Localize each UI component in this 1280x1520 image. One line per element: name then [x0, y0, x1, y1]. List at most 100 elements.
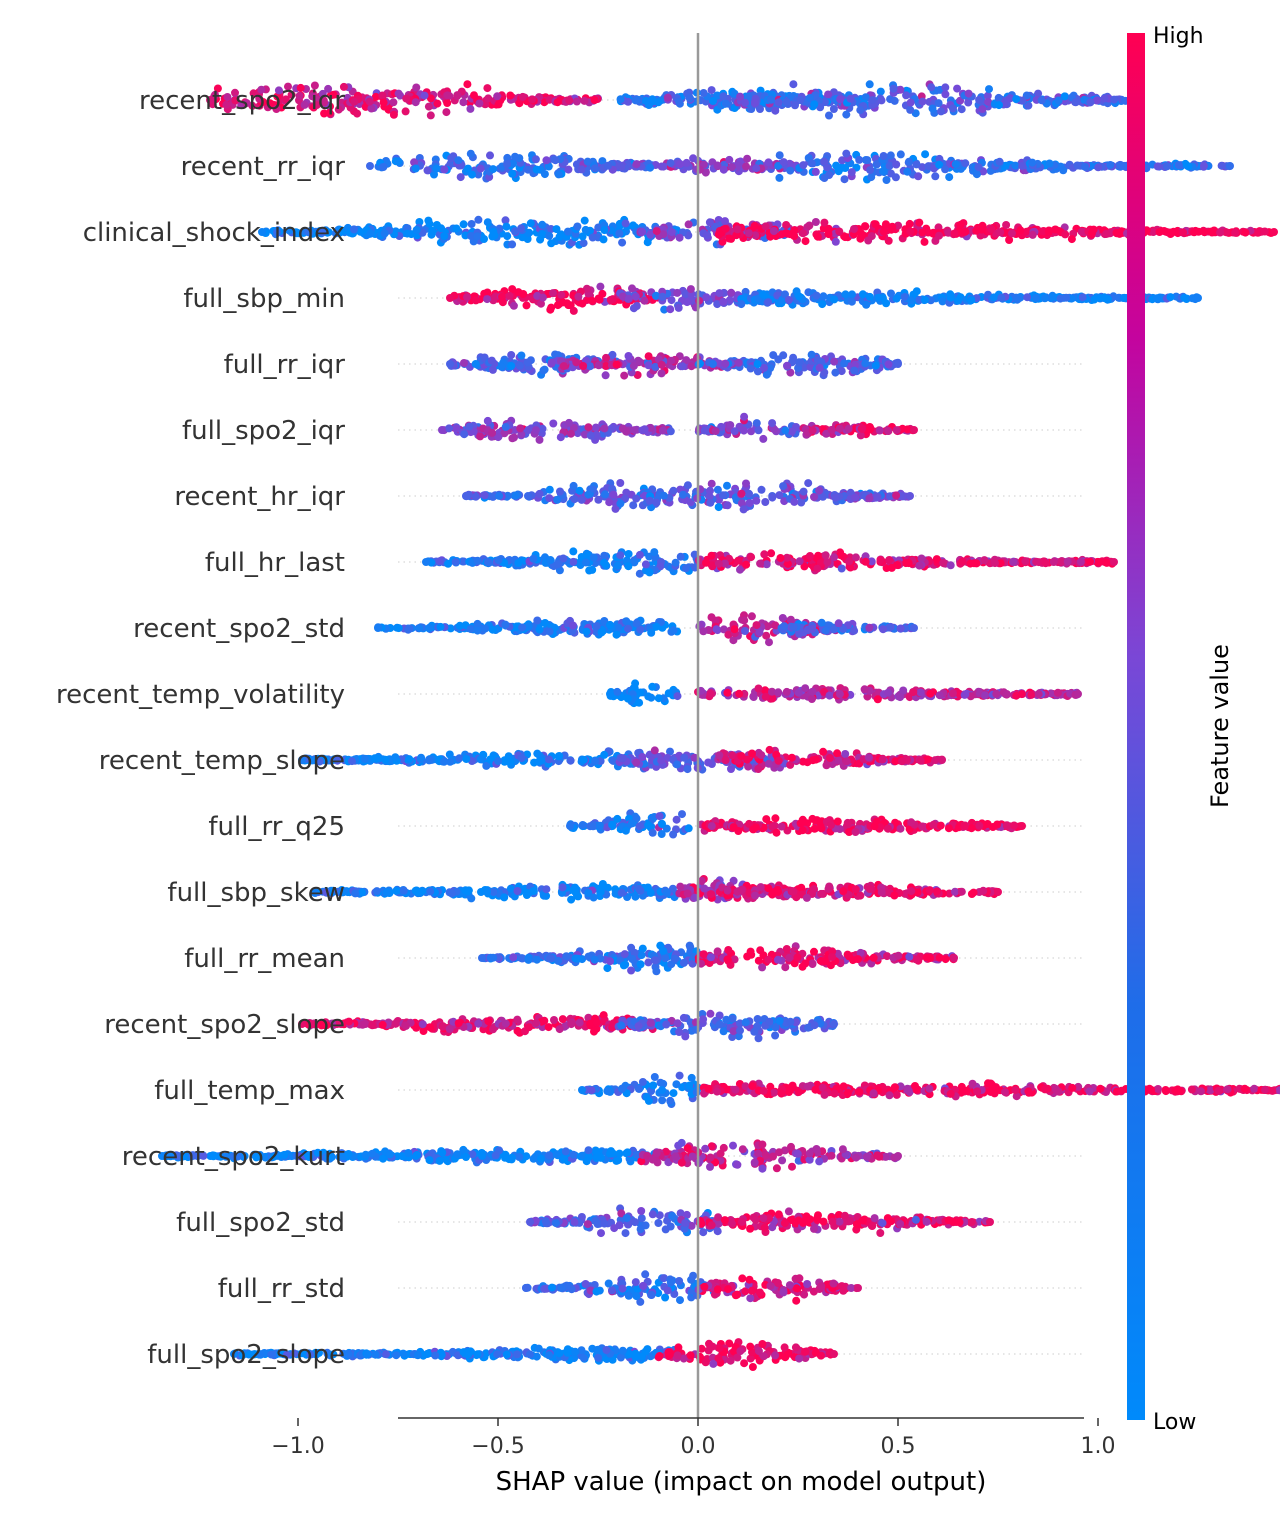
data-point	[503, 160, 511, 169]
data-point	[594, 361, 603, 370]
data-point	[558, 298, 567, 307]
data-point	[829, 105, 838, 113]
data-point	[606, 620, 614, 629]
data-point	[519, 290, 528, 298]
data-point	[274, 86, 283, 95]
data-point	[223, 93, 232, 101]
data-point	[606, 295, 615, 304]
data-point	[640, 425, 649, 434]
data-point	[886, 151, 895, 160]
data-point	[970, 559, 978, 568]
data-point	[752, 164, 761, 173]
data-point	[545, 485, 554, 494]
data-point	[579, 239, 588, 248]
data-point	[795, 557, 804, 566]
data-point	[445, 750, 454, 759]
data-point	[470, 91, 478, 100]
data-point	[909, 688, 918, 697]
data-point	[1028, 158, 1037, 167]
data-point	[1106, 161, 1115, 169]
data-point	[727, 765, 735, 773]
data-point	[440, 232, 449, 240]
data-point	[471, 492, 480, 501]
data-point	[612, 630, 621, 639]
data-point	[652, 291, 660, 300]
data-point	[840, 359, 849, 368]
data-point	[702, 293, 711, 302]
data-point	[681, 289, 690, 298]
data-point	[736, 565, 744, 574]
data-point	[946, 561, 955, 570]
data-point	[524, 165, 532, 174]
data-point	[837, 564, 846, 573]
data-point	[759, 434, 768, 443]
data-point	[1174, 161, 1183, 170]
data-point	[1071, 98, 1080, 107]
data-point	[863, 156, 872, 165]
data-point	[455, 754, 464, 763]
data-point	[412, 83, 421, 92]
data-point	[567, 429, 575, 438]
data-point	[879, 625, 888, 634]
data-point	[615, 222, 624, 231]
data-point	[734, 358, 743, 367]
data-point-extreme	[366, 162, 374, 170]
data-point	[1009, 558, 1018, 566]
data-point	[463, 80, 472, 89]
data-point	[808, 426, 817, 435]
data-point	[582, 627, 591, 636]
data-point	[714, 503, 723, 512]
data-point	[591, 164, 599, 173]
data-point	[524, 228, 533, 237]
data-point	[646, 230, 655, 239]
data-point	[864, 236, 873, 245]
data-point	[580, 96, 589, 105]
data-point	[941, 90, 950, 99]
data-point-extreme	[438, 426, 446, 434]
data-point	[754, 684, 763, 693]
data-point	[861, 222, 869, 231]
data-point	[522, 301, 531, 310]
data-point	[882, 176, 891, 184]
data-point	[511, 152, 519, 161]
data-point	[605, 498, 614, 507]
data-point	[585, 566, 594, 575]
data-point	[660, 305, 669, 314]
data-point	[806, 552, 814, 560]
data-point	[844, 424, 853, 433]
data-point	[1073, 161, 1082, 170]
data-point	[412, 226, 421, 234]
data-point-extreme	[1110, 558, 1118, 566]
data-point	[848, 290, 856, 299]
data-point	[827, 425, 836, 434]
data-point	[1149, 228, 1158, 236]
data-point	[701, 168, 710, 177]
data-point	[983, 91, 992, 100]
data-point	[929, 229, 937, 238]
data-point	[807, 159, 816, 168]
data-point	[667, 296, 676, 305]
data-point	[1088, 229, 1096, 238]
data-point	[736, 92, 745, 101]
data-point	[508, 169, 517, 178]
data-point	[862, 300, 871, 309]
data-point	[706, 486, 714, 495]
data-point	[813, 232, 822, 241]
data-point	[771, 106, 780, 115]
data-point	[378, 91, 387, 100]
data-point	[934, 99, 943, 108]
data-point	[756, 559, 765, 568]
data-point	[285, 226, 294, 235]
data-point	[721, 359, 730, 368]
data-point	[654, 694, 663, 703]
data-point	[616, 479, 625, 487]
data-point	[865, 423, 874, 431]
data-point	[679, 490, 687, 499]
data-point	[460, 359, 468, 367]
data-point-extreme	[446, 294, 454, 302]
data-point	[915, 561, 924, 570]
data-point	[631, 292, 640, 301]
data-point	[1018, 161, 1027, 170]
data-point	[552, 225, 561, 234]
data-point	[918, 228, 927, 237]
